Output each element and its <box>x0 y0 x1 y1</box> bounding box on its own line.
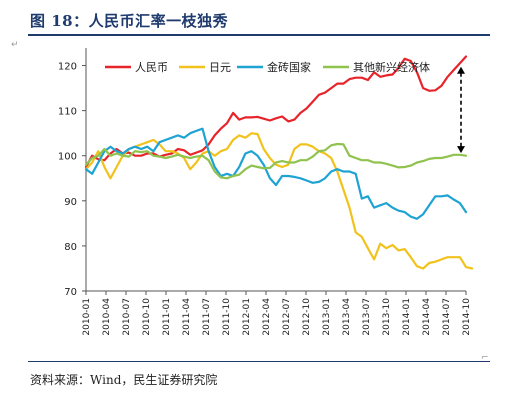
legend-label-2: 金砖国家 <box>267 60 311 74</box>
x-tick-label: 2013-04 <box>342 298 352 336</box>
x-tick-label: 2011-01 <box>162 298 172 336</box>
footer-rule <box>28 361 490 362</box>
series-line-1 <box>84 132 474 270</box>
gap-arrow-head-up <box>457 66 465 74</box>
x-tick-label: 2014-10 <box>462 298 472 336</box>
title-underline <box>28 34 490 36</box>
chart-lines <box>84 55 474 270</box>
gap-arrow <box>457 66 465 154</box>
x-tick-label: 2011-07 <box>202 298 212 336</box>
x-tick-label: 2012-01 <box>242 298 252 336</box>
x-tick-label: 2012-10 <box>302 298 312 336</box>
series-line-2 <box>84 127 468 220</box>
x-tick-label: 2011-10 <box>222 298 232 336</box>
chart-title: 图 18：人民币汇率一枝独秀 <box>30 12 229 30</box>
paragraph-mark-top: ↵ <box>11 40 19 50</box>
x-tick-label: 2010-04 <box>102 298 112 336</box>
x-tick-label: 2012-04 <box>262 298 272 336</box>
y-tick-label: 120 <box>58 62 77 73</box>
y-tick-label: 80 <box>64 242 77 253</box>
series-line-3 <box>84 142 468 180</box>
chart-axes: 70 80 90 100 110 120 2010-01 2010-04 2010-07 2010… <box>58 48 472 336</box>
x-tick-label: 2013-10 <box>382 298 392 336</box>
x-tick-label: 2014-07 <box>442 298 452 336</box>
x-tick-label: 2012-07 <box>282 298 292 336</box>
x-tick-label: 2010-10 <box>142 298 152 336</box>
y-tick-label: 70 <box>64 287 77 298</box>
gap-arrow-head-down <box>457 146 465 154</box>
source-note: 资料来源：Wind，民生证券研究院 <box>30 373 218 387</box>
y-tick-label: 100 <box>58 152 77 163</box>
corner-mark: ⌐ <box>481 353 489 363</box>
chart-legend: 人民币 日元 金砖国家 其他新兴经济体 <box>105 60 430 74</box>
x-tick-label: 2011-04 <box>182 298 192 336</box>
x-tick-label: 2010-07 <box>122 298 132 336</box>
x-tick-label: 2013-01 <box>322 298 332 336</box>
y-tick-label: 90 <box>64 197 77 208</box>
legend-label-0: 人民币 <box>135 61 168 74</box>
x-tick-label: 2014-04 <box>422 298 432 336</box>
y-tick-label: 110 <box>58 107 77 118</box>
x-tick-label: 2014-01 <box>402 298 412 336</box>
x-tick-label: 2010-01 <box>82 298 92 336</box>
legend-label-1: 日元 <box>209 61 231 74</box>
x-tick-label: 2013-07 <box>362 298 372 336</box>
legend-label-3: 其他新兴经济体 <box>353 60 430 74</box>
